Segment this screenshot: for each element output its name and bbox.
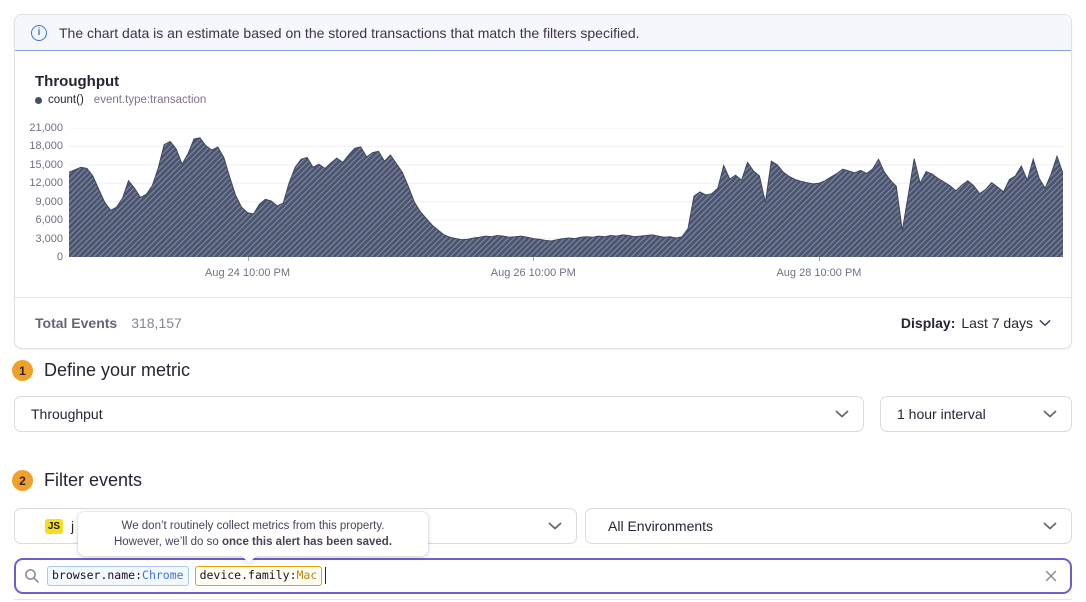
total-events-label: Total Events [35, 315, 118, 331]
javascript-platform-icon: JS [45, 518, 63, 534]
y-axis-tick-label: 12,000 [29, 177, 63, 190]
metrics-warning-tooltip: We don’t routinely collect metrics from … [78, 512, 428, 556]
info-banner: i The chart data is an estimate based on… [15, 15, 1071, 51]
interval-select[interactable]: 1 hour interval [880, 396, 1072, 432]
x-axis-tick-label: Aug 26 10:00 PM [490, 267, 576, 279]
chevron-down-icon [1043, 410, 1057, 418]
filter-token-devicefamily[interactable]: device.family:Mac [194, 566, 323, 586]
total-events-value: 318,157 [131, 315, 182, 331]
step-2-badge: 2 [12, 470, 33, 491]
chart-footer: Total Events 318,157 Display: Last 7 day… [15, 297, 1071, 348]
x-axis-tick-label: Aug 28 10:00 PM [776, 267, 862, 279]
tooltip-line-2: However, we’ll do so once this alert has… [113, 536, 393, 548]
legend-aggregate: count() [48, 94, 84, 106]
y-axis-tick-label: 0 [56, 251, 63, 263]
chart-plot-area [68, 127, 1064, 257]
y-axis-tick-label: 15,000 [29, 158, 63, 171]
series-marker-icon [35, 96, 42, 104]
search-icon [24, 568, 40, 584]
info-banner-text: The chart data is an estimate based on t… [59, 24, 640, 41]
project-name-partial: j [71, 518, 75, 534]
metric-select[interactable]: Throughput [14, 396, 864, 432]
y-axis-tick-label: 21,000 [29, 122, 63, 134]
x-axis-tick-mark [533, 257, 535, 261]
chart-title: Throughput [35, 73, 120, 90]
y-axis-tick-label: 3,000 [35, 232, 63, 245]
step-1-badge: 1 [12, 360, 33, 381]
x-axis-tick-mark [818, 257, 820, 261]
chevron-down-icon [835, 410, 849, 418]
token-container: browser.name:Chrome device.family:Mac [47, 566, 327, 586]
info-icon: i [31, 24, 47, 41]
chevron-down-icon [1039, 319, 1051, 327]
text-cursor [325, 567, 327, 585]
display-label: Display: [900, 315, 956, 331]
legend-query: event.type:transaction [93, 94, 207, 106]
environment-select-value: All Environments [608, 518, 714, 534]
display-value: Last 7 days [961, 315, 1033, 331]
y-axis-tick-label: 6,000 [35, 214, 63, 227]
y-axis-tick-label: 9,000 [35, 195, 63, 208]
metric-step-title: Define your metric [44, 360, 191, 380]
y-axis-tick-label: 18,000 [29, 140, 63, 153]
x-axis-tick-label: Aug 24 10:00 PM [205, 267, 291, 279]
clear-icon[interactable] [1044, 569, 1058, 583]
metric-step-heading: 1 Define your metric [12, 360, 190, 381]
tooltip-line-1: We don’t routinely collect metrics from … [121, 519, 385, 532]
x-axis-tick-mark [247, 257, 249, 261]
filter-token-browsername[interactable]: browser.name:Chrome [47, 566, 189, 586]
filter-search-input[interactable]: browser.name:Chrome device.family:Mac [14, 558, 1072, 594]
chart-panel: i The chart data is an estimate based on… [14, 14, 1072, 349]
filter-step-heading: 2 Filter events [12, 470, 142, 491]
display-range-dropdown[interactable]: Display: Last 7 days [901, 315, 1051, 331]
filter-step-title: Filter events [44, 470, 143, 490]
interval-select-value: 1 hour interval [897, 406, 986, 422]
chevron-down-icon [1043, 522, 1057, 530]
environment-select[interactable]: All Environments [585, 508, 1072, 544]
chart-legend: count() event.type:transaction [35, 94, 206, 106]
chevron-down-icon [548, 522, 562, 530]
metric-select-value: Throughput [31, 406, 103, 422]
next-section-divider [14, 599, 1072, 600]
y-axis: 0 3,000 6,000 9,000 12,000 15,000 18,000 21,000 [15, 15, 63, 275]
